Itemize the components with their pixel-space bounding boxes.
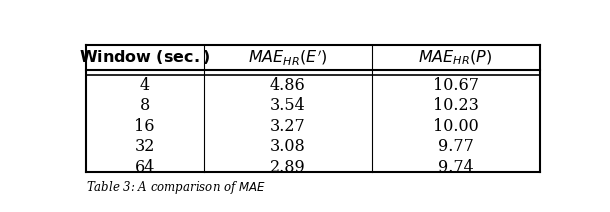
Text: $MAE_{HR}(P)$: $MAE_{HR}(P)$: [418, 48, 493, 67]
Text: 4: 4: [140, 77, 150, 93]
Text: 4.86: 4.86: [270, 77, 306, 93]
Text: 10.00: 10.00: [432, 117, 478, 134]
Text: 3.08: 3.08: [270, 138, 306, 155]
Text: 2.89: 2.89: [270, 159, 306, 176]
Text: Table 3: A comparison of $MAE$: Table 3: A comparison of $MAE$: [85, 179, 266, 196]
Text: $\mathbf{Window\ (sec.)}$: $\mathbf{Window\ (sec.)}$: [79, 49, 210, 66]
Text: 9.74: 9.74: [438, 159, 473, 176]
Text: 3.27: 3.27: [270, 117, 306, 134]
Text: 3.54: 3.54: [270, 97, 306, 114]
Text: 10.23: 10.23: [432, 97, 478, 114]
Text: 16: 16: [134, 117, 155, 134]
Text: 32: 32: [135, 138, 155, 155]
Text: $MAE_{HR}(E^{\prime})$: $MAE_{HR}(E^{\prime})$: [248, 47, 328, 67]
Text: 8: 8: [140, 97, 150, 114]
Text: 64: 64: [135, 159, 155, 176]
Text: 9.77: 9.77: [437, 138, 473, 155]
Text: 10.67: 10.67: [432, 77, 479, 93]
